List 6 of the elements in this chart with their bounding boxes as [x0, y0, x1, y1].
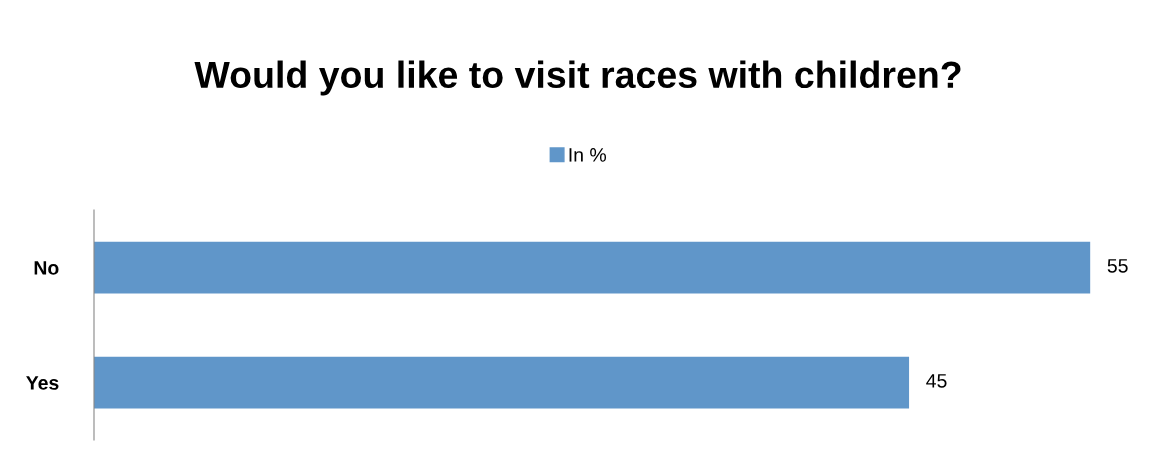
- chart-title: Would you like to visit races with children?: [194, 60, 961, 96]
- y-tick-label: Yes: [26, 376, 59, 390]
- data-label: 45: [926, 374, 947, 388]
- y-tick-label: No: [34, 261, 59, 275]
- legend-label: In %: [569, 148, 607, 162]
- data-label: 55: [1107, 259, 1128, 273]
